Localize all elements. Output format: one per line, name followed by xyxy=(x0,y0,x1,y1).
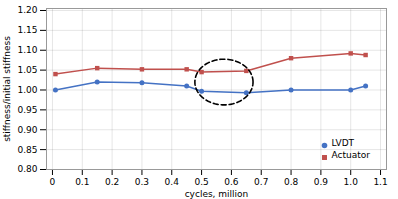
svg-text:1.1: 1.1 xyxy=(373,177,387,187)
svg-text:0.80: 0.80 xyxy=(17,164,37,174)
svg-text:Actuator: Actuator xyxy=(332,150,371,160)
svg-text:cycles, million: cycles, million xyxy=(185,189,249,199)
svg-text:1.0: 1.0 xyxy=(344,177,359,187)
svg-text:0.5: 0.5 xyxy=(194,177,208,187)
svg-text:1.05: 1.05 xyxy=(17,65,37,75)
svg-text:LVDT: LVDT xyxy=(332,138,355,148)
svg-text:0.6: 0.6 xyxy=(224,177,239,187)
svg-text:0.2: 0.2 xyxy=(105,177,119,187)
svg-text:0.7: 0.7 xyxy=(254,177,268,187)
svg-text:0.85: 0.85 xyxy=(17,145,37,155)
svg-text:1.10: 1.10 xyxy=(17,45,37,55)
svg-text:0.9: 0.9 xyxy=(314,177,329,187)
svg-text:0.95: 0.95 xyxy=(17,105,37,115)
svg-text:0.3: 0.3 xyxy=(135,177,149,187)
svg-text:0.1: 0.1 xyxy=(75,177,89,187)
svg-text:0.8: 0.8 xyxy=(284,177,299,187)
svg-text:1.20: 1.20 xyxy=(17,5,37,15)
svg-text:1.15: 1.15 xyxy=(17,25,37,35)
svg-text:1.00: 1.00 xyxy=(17,85,37,95)
svg-text:0.4: 0.4 xyxy=(165,177,180,187)
svg-text:stiffness/initial stiffness: stiffness/initial stiffness xyxy=(2,36,12,142)
svg-text:0.90: 0.90 xyxy=(17,125,37,135)
svg-text:0: 0 xyxy=(50,177,56,187)
